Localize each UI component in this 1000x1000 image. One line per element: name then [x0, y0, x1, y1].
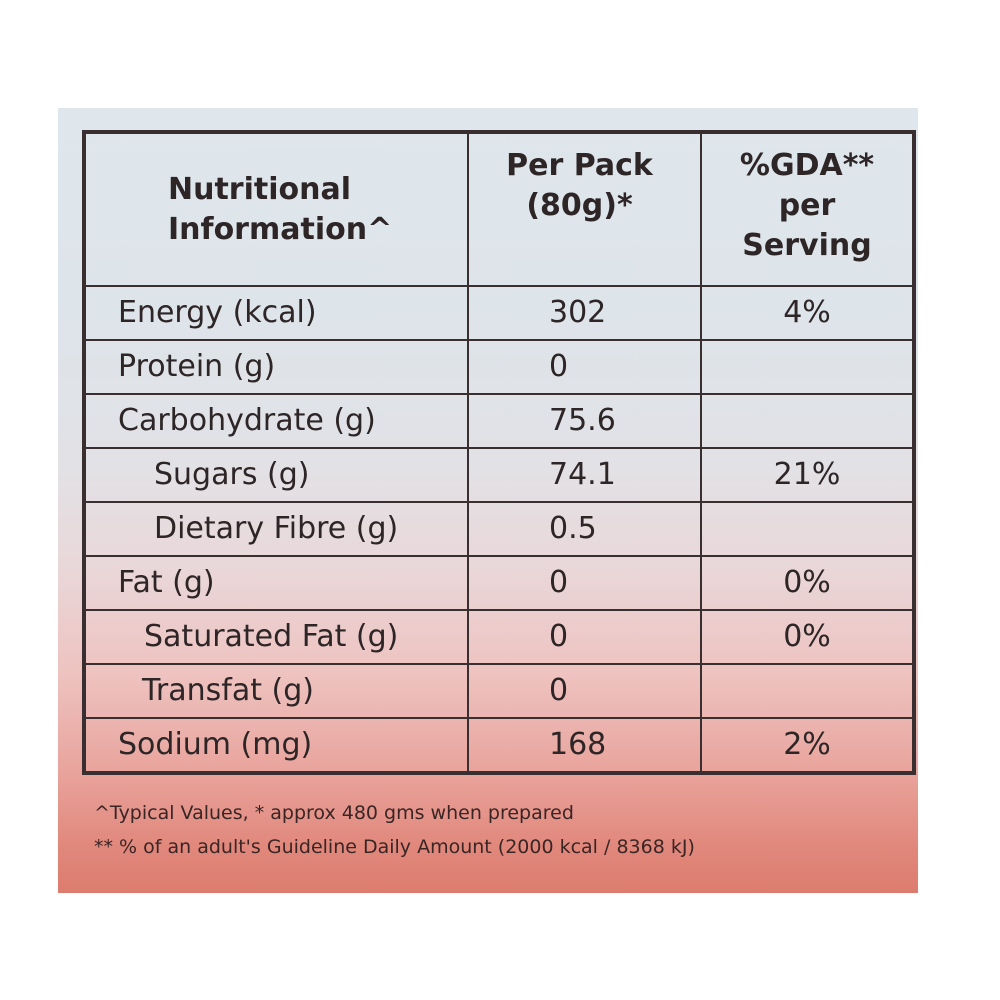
per-pack-value: 0 — [467, 339, 702, 395]
table-row: Saturated Fat (g) 0 0% — [83, 609, 915, 665]
nutrient-name: Dietary Fibre (g) — [83, 501, 469, 557]
header-line: Serving — [742, 228, 872, 263]
header-line: per — [778, 188, 836, 223]
footnote-typical-values: ^Typical Values, * approx 480 gms when p… — [94, 802, 574, 824]
nutrient-name: Sugars (g) — [83, 447, 469, 503]
header-gda: %GDA** per Serving — [700, 131, 915, 287]
gda-value: 0% — [700, 609, 915, 665]
header-line: Information^ — [168, 212, 393, 247]
per-pack-value: 0 — [467, 663, 702, 719]
header-line: (80g)* — [526, 188, 633, 223]
header-line: Nutritional — [168, 172, 352, 207]
table-row: Sugars (g) 74.1 21% — [83, 447, 915, 503]
nutrient-name: Transfat (g) — [83, 663, 469, 719]
per-pack-value: 302 — [467, 285, 702, 341]
header-line: %GDA** — [739, 148, 875, 183]
per-pack-value: 74.1 — [467, 447, 702, 503]
footnote-gda: ** % of an adult's Guideline Daily Amoun… — [94, 836, 695, 858]
gda-value: 0% — [700, 555, 915, 611]
gda-value — [700, 663, 915, 719]
gda-value: 21% — [700, 447, 915, 503]
nutrient-name: Protein (g) — [83, 339, 469, 395]
table-row: Transfat (g) 0 — [83, 663, 915, 719]
table-row: Carbohydrate (g) 75.6 — [83, 393, 915, 449]
nutrient-name: Fat (g) — [83, 555, 469, 611]
gda-value — [700, 393, 915, 449]
table-row: Fat (g) 0 0% — [83, 555, 915, 611]
nutrient-name: Sodium (mg) — [83, 717, 469, 774]
table-row: Energy (kcal) 302 4% — [83, 285, 915, 341]
header-per-pack: Per Pack (80g)* — [467, 131, 702, 287]
header-nutritional-information: Nutritional Information^ — [83, 131, 469, 287]
per-pack-value: 75.6 — [467, 393, 702, 449]
per-pack-value: 0 — [467, 555, 702, 611]
nutrition-table: Nutritional Information^ Per Pack (80g)*… — [82, 130, 916, 775]
table-row: Dietary Fibre (g) 0.5 — [83, 501, 915, 557]
gda-value: 4% — [700, 285, 915, 341]
table-row: Sodium (mg) 168 2% — [83, 717, 915, 774]
gda-value — [700, 501, 915, 557]
nutrient-name: Energy (kcal) — [83, 285, 469, 341]
per-pack-value: 168 — [467, 717, 702, 774]
table-header-row: Nutritional Information^ Per Pack (80g)*… — [83, 131, 915, 287]
nutrient-name: Saturated Fat (g) — [83, 609, 469, 665]
gda-value: 2% — [700, 717, 915, 774]
gda-value — [700, 339, 915, 395]
footnotes: ^Typical Values, * approx 480 gms when p… — [94, 796, 914, 864]
table-row: Protein (g) 0 — [83, 339, 915, 395]
per-pack-value: 0 — [467, 609, 702, 665]
header-line: Per Pack — [506, 148, 653, 183]
per-pack-value: 0.5 — [467, 501, 702, 557]
nutrient-name: Carbohydrate (g) — [83, 393, 469, 449]
